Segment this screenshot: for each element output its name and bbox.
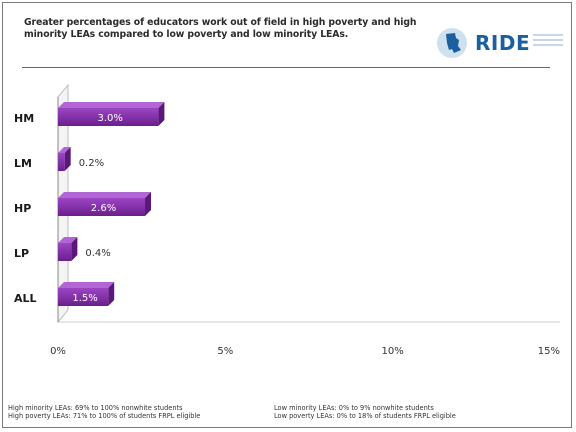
- title-divider: [22, 67, 550, 68]
- footnote-left: High minority LEAs: 69% to 100% nonwhite…: [8, 404, 200, 420]
- bar-hm-front: [58, 108, 159, 126]
- bar-end-face: [108, 282, 115, 306]
- footnote-right: Low minority LEAs: 0% to 9% nonwhite stu…: [274, 404, 456, 420]
- category-label: HP: [14, 202, 31, 215]
- footnote-line: Low minority LEAs: 0% to 9% nonwhite stu…: [274, 404, 434, 412]
- bar-top-face: [58, 192, 152, 198]
- chart-title: Greater percentages of educators work ou…: [24, 17, 417, 40]
- bar-end-face: [64, 147, 71, 171]
- x-tick-label: 15%: [538, 346, 560, 357]
- value-label: 0.4%: [85, 248, 110, 259]
- category-label: ALL: [14, 292, 37, 305]
- bar-series: 3.0% 0.2% 2.6% 0.4% 1.5%: [58, 102, 165, 306]
- category-label: LP: [14, 247, 29, 260]
- category-labels: HM LM HP LP ALL: [14, 112, 37, 305]
- bar-all-front: [58, 288, 109, 306]
- bar-end-face: [145, 192, 152, 216]
- category-label: LM: [14, 157, 32, 170]
- ride-logo: RIDE: [437, 24, 567, 64]
- value-label: 1.5%: [72, 293, 97, 304]
- bar-lm-front: [58, 153, 65, 171]
- bar-end-face: [71, 237, 78, 261]
- value-label: 3.0%: [97, 113, 122, 124]
- rhode-island-state-icon: [437, 28, 467, 58]
- bar-hm: 3.0%: [58, 102, 165, 126]
- bar-all: 1.5%: [58, 282, 115, 306]
- bar-lp: 0.4%: [58, 237, 111, 261]
- x-tick-labels: 0% 5% 10% 15%: [50, 346, 560, 357]
- bar-hp: 2.6%: [58, 192, 152, 216]
- bar-top-face: [58, 282, 115, 288]
- bar-top-face: [58, 147, 71, 153]
- bar-top-face: [58, 102, 165, 108]
- x-tick-label: 0%: [50, 346, 66, 357]
- value-label: 2.6%: [91, 203, 116, 214]
- footnote-line: Low poverty LEAs: 0% to 18% of students …: [274, 412, 456, 420]
- bar-lp-front: [58, 243, 72, 261]
- x-tick-label: 10%: [382, 346, 404, 357]
- footnote-line: High minority LEAs: 69% to 100% nonwhite…: [8, 404, 183, 412]
- bar-hp-front: [58, 198, 146, 216]
- bar-lm: 0.2%: [58, 147, 104, 171]
- x-tick-label: 5%: [217, 346, 233, 357]
- category-label: HM: [14, 112, 34, 125]
- logo-subtext-graphic: [533, 34, 563, 52]
- footnote-line: High poverty LEAs: 71% to 100% of studen…: [8, 412, 201, 420]
- bar-end-face: [158, 102, 165, 126]
- value-label: 0.2%: [79, 158, 104, 169]
- bar-top-face: [58, 237, 78, 243]
- logo-text: RIDE: [475, 31, 531, 55]
